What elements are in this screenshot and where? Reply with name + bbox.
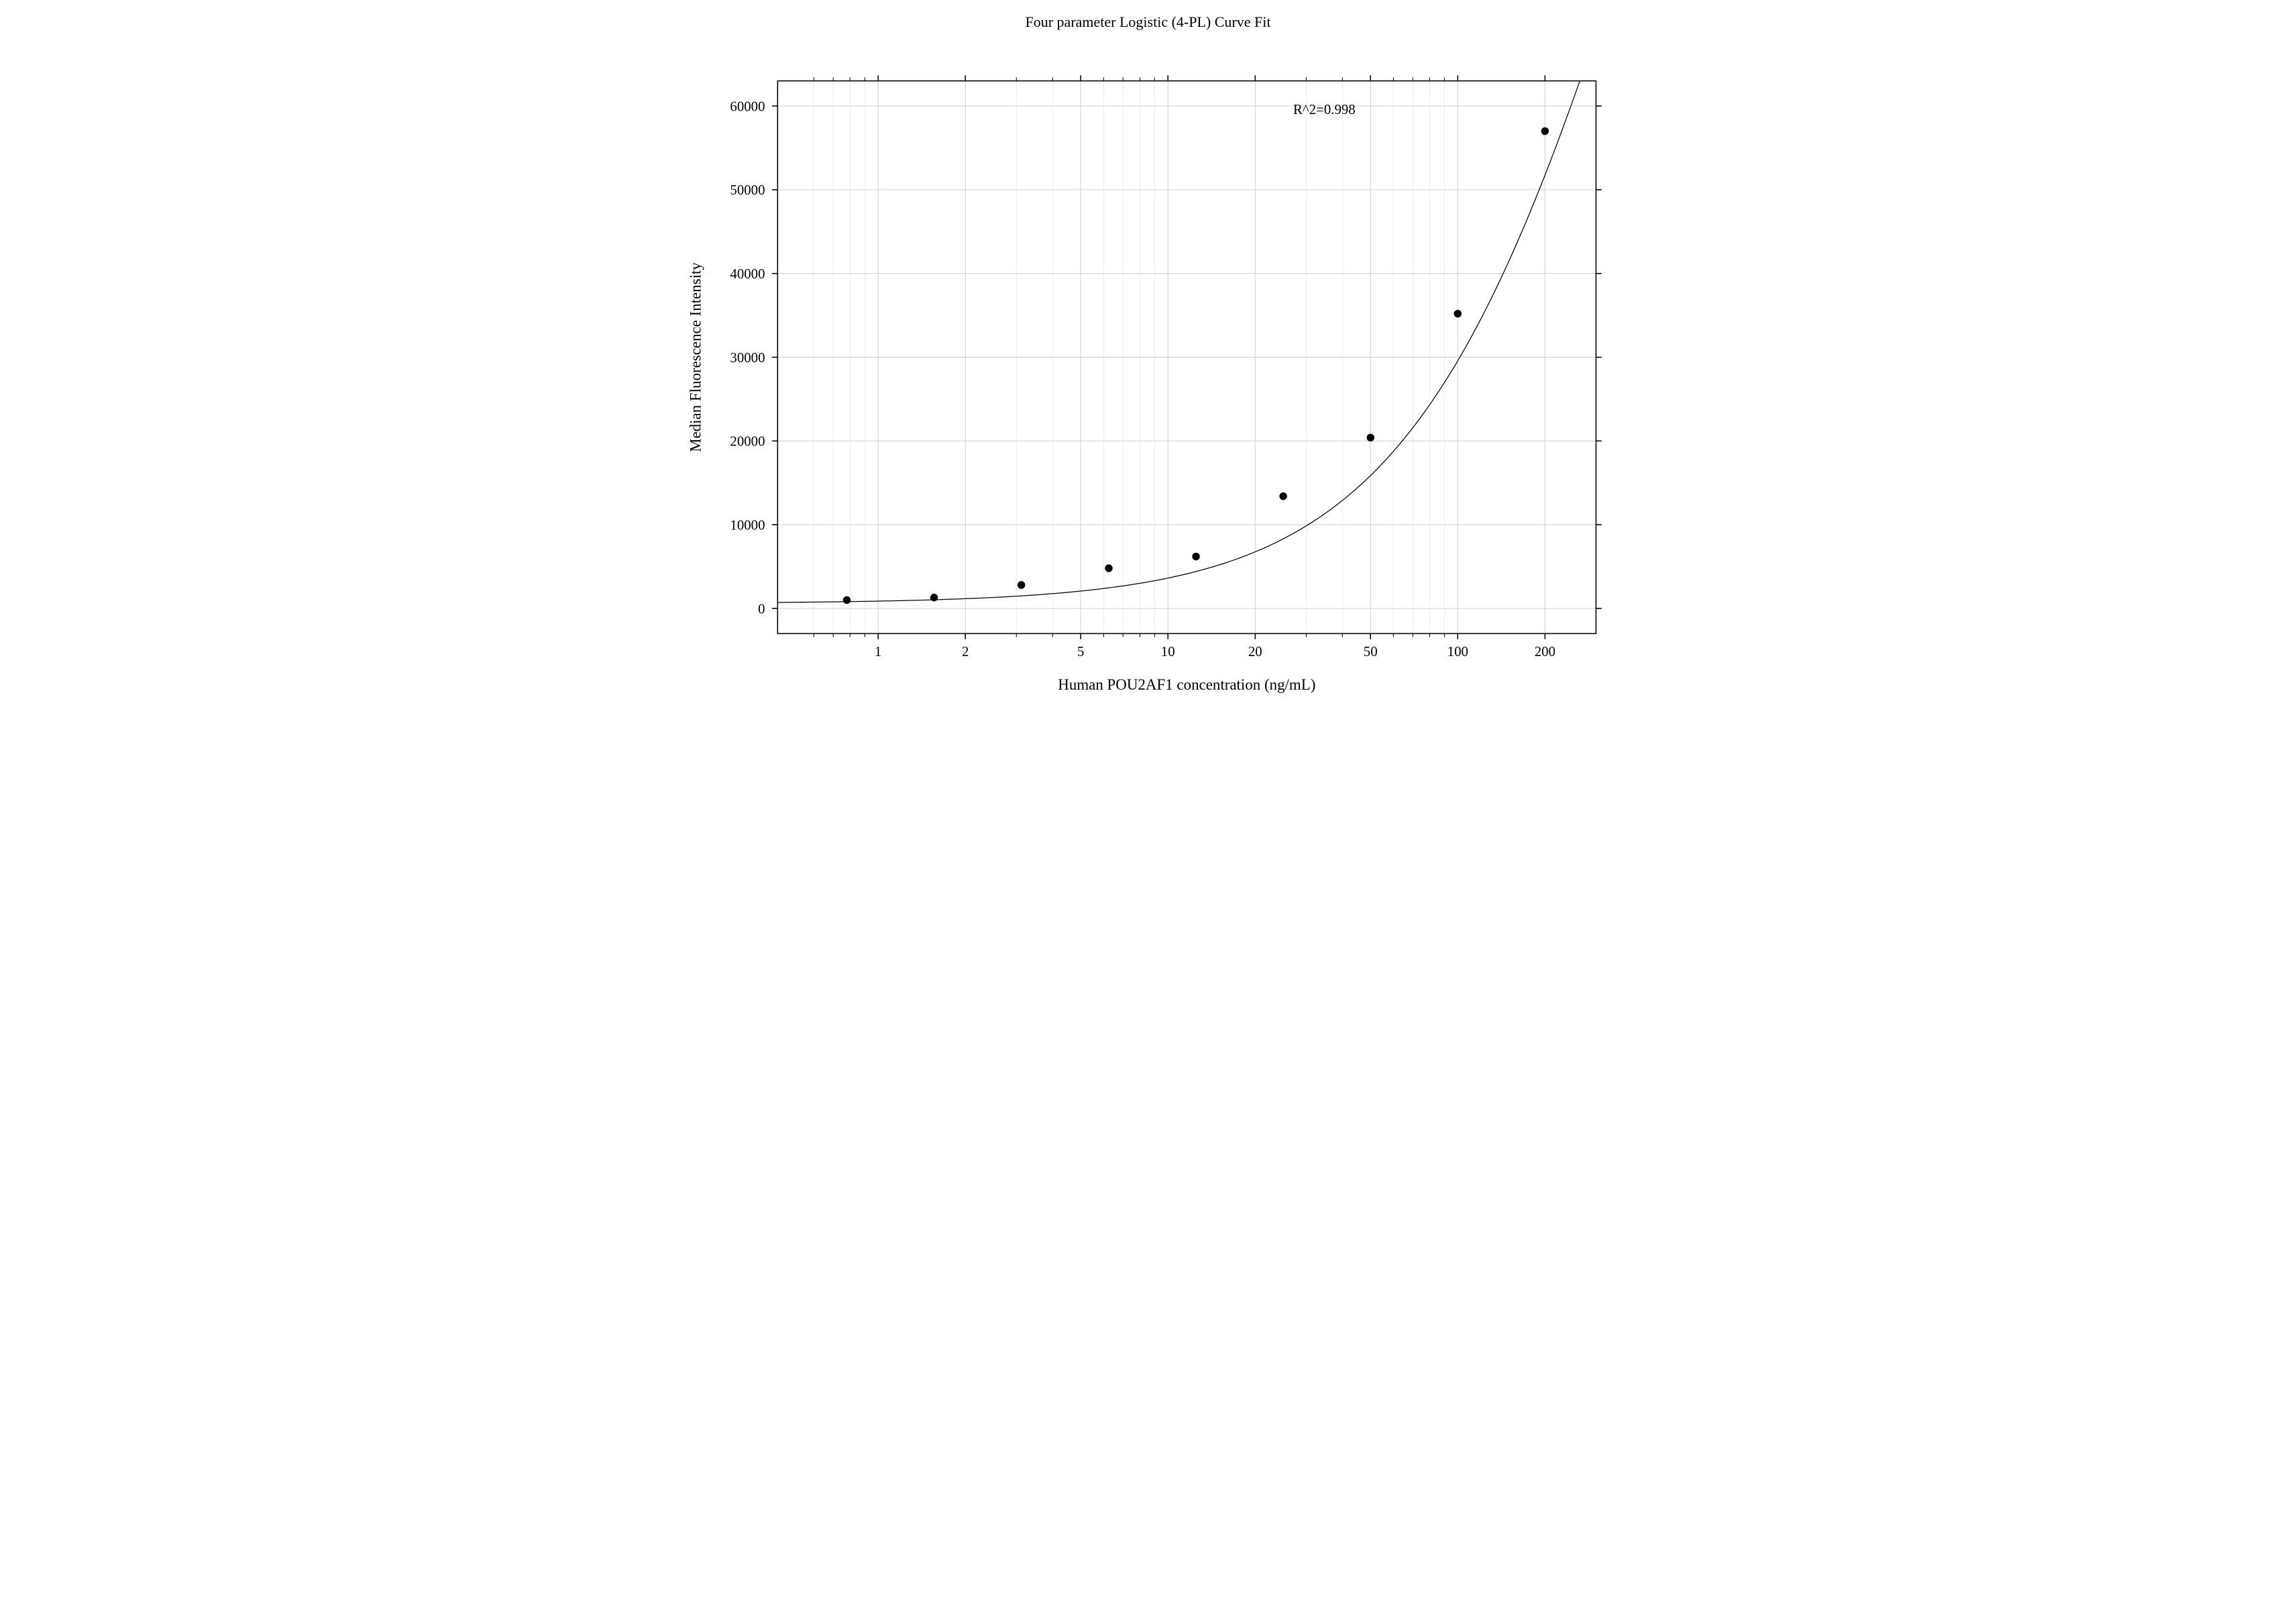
y-tick-label: 0 [758,600,765,617]
data-point [842,596,850,604]
data-point [930,594,937,601]
x-tick-label: 5 [1077,643,1083,659]
data-point [1279,492,1287,500]
data-point [1454,310,1461,317]
y-tick-label: 20000 [730,433,765,449]
data-point [1017,581,1024,588]
x-tick-label: 1 [874,643,881,659]
x-tick-label: 2 [961,643,968,659]
r-squared-annotation: R^2=0.998 [1293,101,1355,117]
x-tick-label: 10 [1160,643,1174,659]
chart-svg: 1 2 5 10 20 50 100 200 0 10000 20000 30000 40000 5000… [659,39,1638,725]
y-axis-label: Median Fluorescence Intensity [687,262,704,452]
y-tick-label: 30000 [730,350,765,366]
data-point [1541,127,1548,135]
data-point [1192,553,1199,560]
y-tick-label: 10000 [730,517,765,533]
chart-container: Four parameter Logistic (4-PL) Curve Fit… [645,0,1651,738]
y-tick-label: 60000 [730,98,765,114]
data-point [1366,434,1374,441]
chart-title: Four parameter Logistic (4-PL) Curve Fit [659,13,1638,31]
y-tick-label: 50000 [730,182,765,198]
x-tick-label: 20 [1248,643,1262,659]
x-tick-label: 100 [1447,643,1468,659]
x-tick-label: 50 [1363,643,1377,659]
data-point [1105,564,1112,572]
y-tick-label: 40000 [730,266,765,282]
x-axis-label: Human POU2AF1 concentration (ng/mL) [1058,676,1315,693]
x-tick-label: 200 [1534,643,1555,659]
